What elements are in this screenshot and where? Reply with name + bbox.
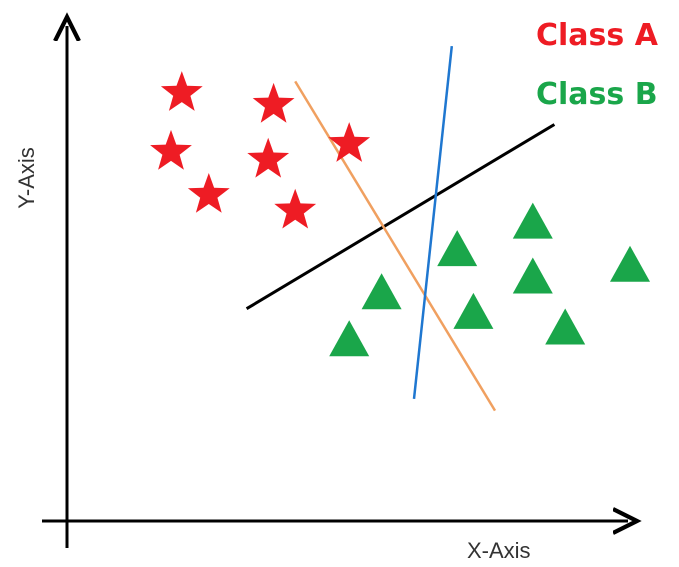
class-b-triangle-point xyxy=(437,230,478,267)
x-axis-label: X-Axis xyxy=(467,538,531,563)
class-b-triangle-point xyxy=(361,273,402,310)
class-b-triangle-point xyxy=(453,292,494,329)
separator-line xyxy=(294,80,497,412)
separator-lines xyxy=(245,45,556,412)
class-b-triangle-point xyxy=(512,202,553,239)
class-a-star-point xyxy=(160,71,203,111)
y-axis-label: Y-Axis xyxy=(14,147,39,209)
separator-line xyxy=(245,123,556,311)
class-b-triangle-point xyxy=(610,245,650,282)
class-a-star-point xyxy=(247,137,290,178)
class-b-triangle-point xyxy=(512,257,553,294)
class-a-star-point xyxy=(150,129,192,170)
class-a-star-point xyxy=(274,188,317,229)
class-b-triangle-point xyxy=(545,308,586,345)
class-b-triangle-point xyxy=(329,320,370,357)
data-points xyxy=(150,71,650,357)
separator-line xyxy=(412,45,454,400)
class-a-star-point xyxy=(187,173,230,213)
class-a-star-point xyxy=(328,122,371,162)
legend-class-a: Class A xyxy=(536,18,659,53)
class-a-star-point xyxy=(252,82,295,123)
legend-class-b: Class B xyxy=(536,77,658,112)
